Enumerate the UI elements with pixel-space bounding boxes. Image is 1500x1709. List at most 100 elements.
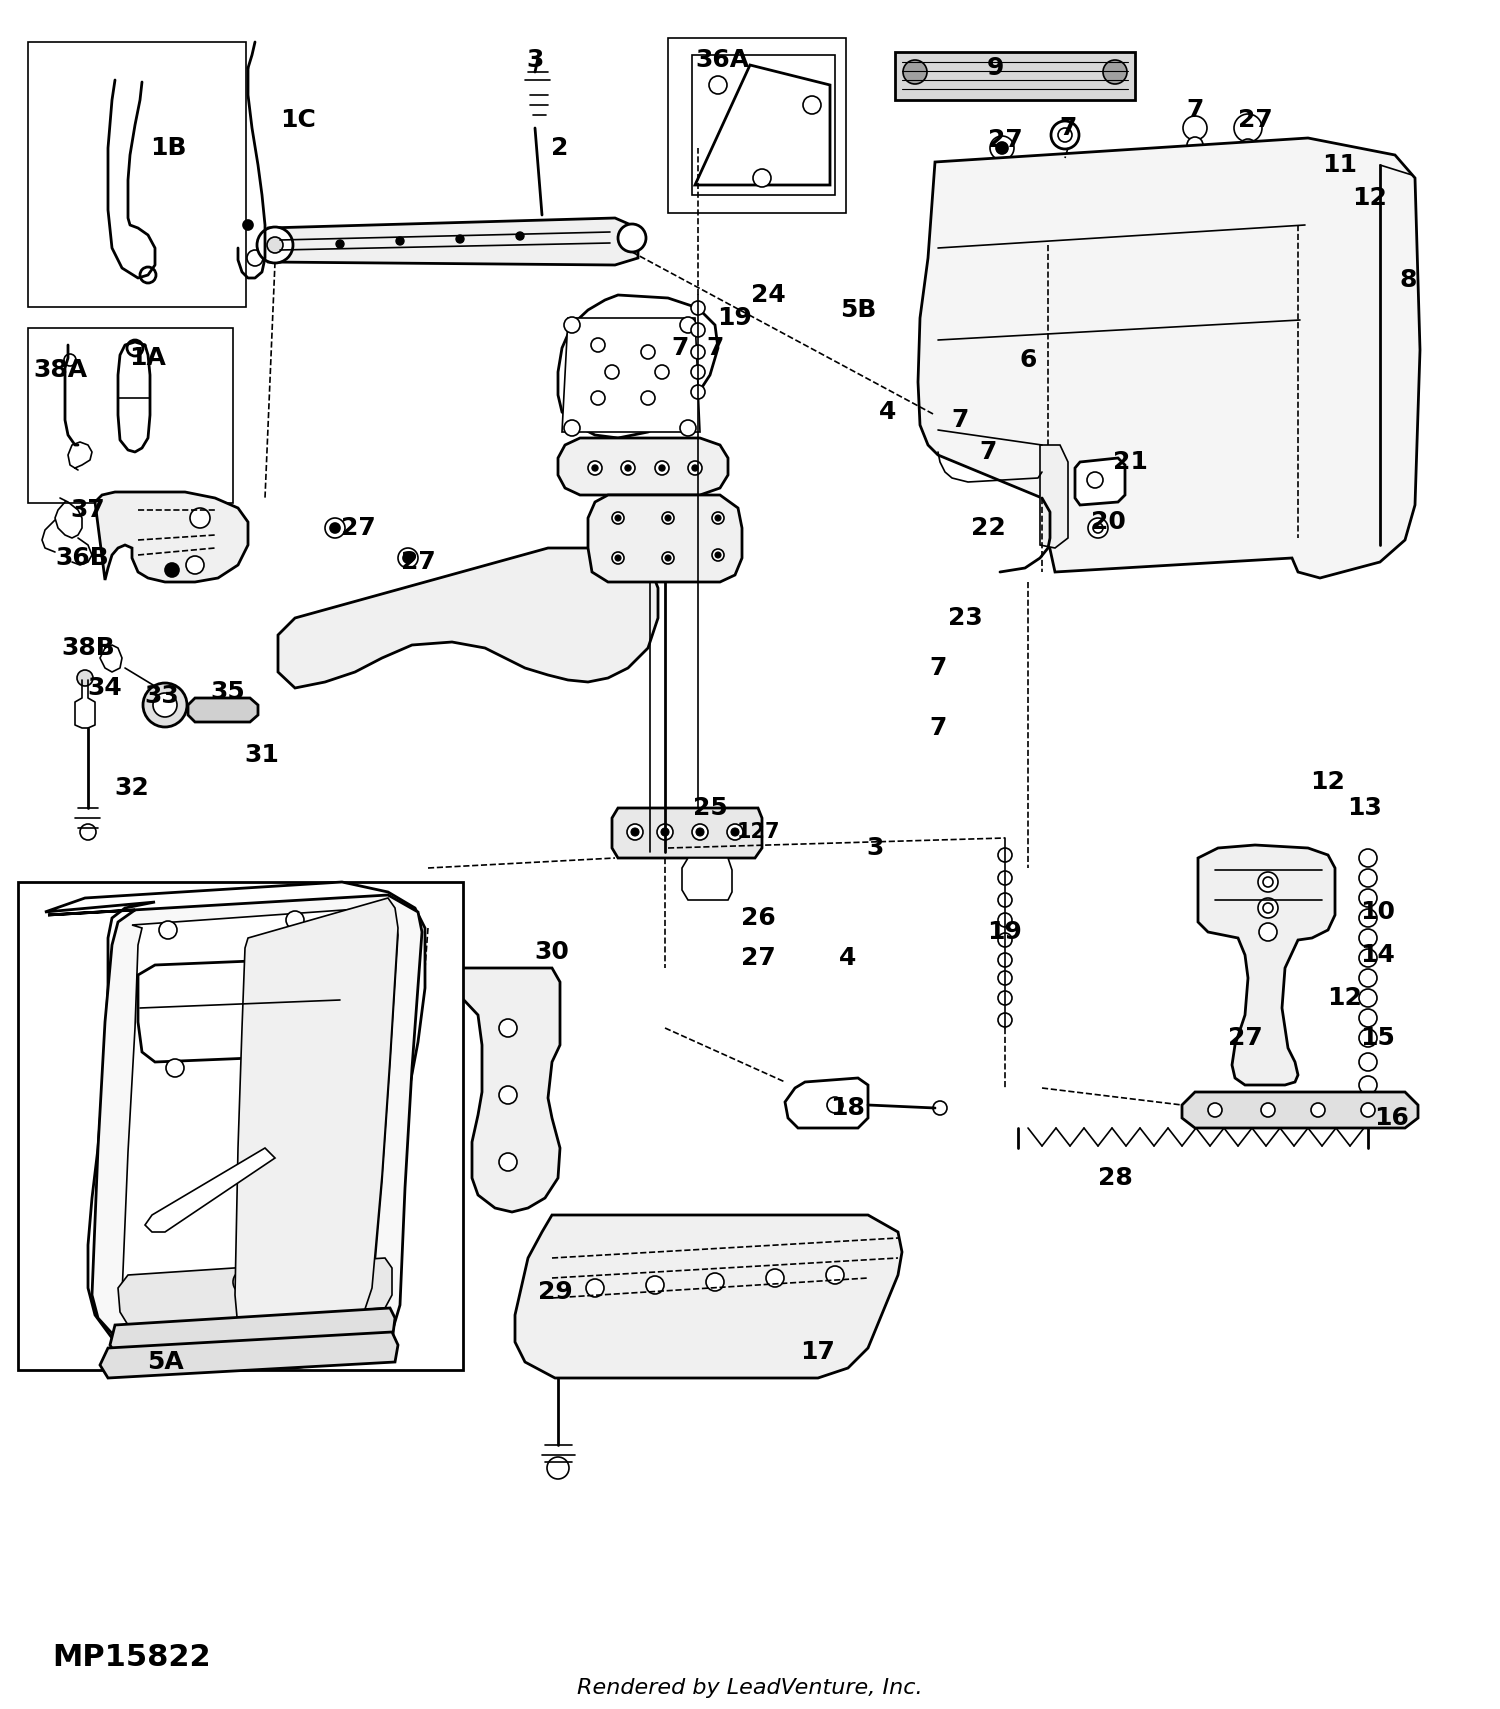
Text: 36B: 36B (56, 545, 110, 571)
Text: 7: 7 (672, 337, 688, 361)
Text: 29: 29 (537, 1280, 573, 1304)
Circle shape (998, 872, 1012, 885)
Circle shape (730, 827, 740, 836)
Circle shape (998, 971, 1012, 984)
Polygon shape (1198, 844, 1335, 1085)
Circle shape (657, 824, 674, 841)
Text: 1B: 1B (150, 137, 186, 161)
Circle shape (612, 513, 624, 525)
Circle shape (640, 345, 656, 359)
Circle shape (996, 142, 1008, 154)
Circle shape (692, 323, 705, 337)
Text: 3: 3 (526, 48, 543, 72)
Polygon shape (694, 65, 830, 185)
Polygon shape (1040, 444, 1068, 549)
Text: 27: 27 (987, 128, 1023, 152)
Circle shape (140, 267, 156, 284)
Circle shape (692, 366, 705, 379)
Circle shape (1258, 923, 1276, 942)
Text: 27: 27 (1227, 1025, 1263, 1049)
Circle shape (1328, 162, 1352, 186)
Circle shape (604, 366, 619, 379)
Text: 13: 13 (1347, 796, 1383, 820)
Circle shape (692, 824, 708, 841)
Circle shape (998, 933, 1012, 947)
Text: 38B: 38B (62, 636, 116, 660)
Polygon shape (48, 896, 422, 1362)
Circle shape (592, 465, 598, 472)
Text: 27: 27 (741, 947, 776, 971)
Polygon shape (138, 959, 340, 1061)
Text: 19: 19 (717, 306, 753, 330)
Polygon shape (94, 492, 248, 583)
Circle shape (500, 1154, 517, 1171)
Text: 27: 27 (400, 550, 435, 574)
Circle shape (1094, 523, 1102, 533)
Text: 37: 37 (70, 497, 105, 521)
Polygon shape (612, 808, 762, 858)
Circle shape (1208, 1102, 1222, 1118)
Circle shape (1359, 1053, 1377, 1072)
Circle shape (1263, 902, 1274, 913)
Polygon shape (118, 1258, 392, 1324)
Text: 26: 26 (741, 906, 776, 930)
Circle shape (626, 465, 632, 472)
Circle shape (1359, 868, 1377, 887)
Polygon shape (446, 967, 560, 1212)
Circle shape (232, 1270, 256, 1294)
Text: 17: 17 (801, 1340, 836, 1364)
Text: 14: 14 (1360, 943, 1395, 967)
Circle shape (1359, 930, 1377, 947)
Circle shape (656, 366, 669, 379)
Circle shape (662, 513, 674, 525)
Text: 5A: 5A (147, 1350, 183, 1374)
Text: 7: 7 (951, 408, 969, 432)
Circle shape (243, 220, 254, 231)
Circle shape (1359, 969, 1377, 988)
Circle shape (548, 1458, 568, 1478)
Circle shape (1359, 909, 1377, 926)
Text: 7: 7 (706, 337, 723, 361)
Text: 27: 27 (1238, 108, 1272, 132)
Polygon shape (258, 219, 638, 265)
Circle shape (753, 169, 771, 186)
Circle shape (516, 232, 524, 239)
Circle shape (267, 238, 284, 253)
Circle shape (588, 461, 602, 475)
Polygon shape (588, 496, 742, 583)
Polygon shape (1076, 458, 1125, 504)
Polygon shape (45, 882, 424, 1367)
Circle shape (303, 1270, 321, 1287)
Circle shape (640, 391, 656, 405)
Circle shape (615, 555, 621, 561)
Polygon shape (896, 51, 1136, 101)
Text: 36A: 36A (694, 48, 748, 72)
Circle shape (1088, 472, 1102, 489)
Text: 4: 4 (879, 400, 897, 424)
Circle shape (1360, 1102, 1376, 1118)
Circle shape (998, 848, 1012, 861)
Text: 38A: 38A (33, 357, 87, 383)
Text: 15: 15 (1360, 1025, 1395, 1049)
Bar (28, 328, 233, 502)
Circle shape (692, 345, 705, 359)
Circle shape (664, 514, 670, 521)
Polygon shape (558, 438, 728, 496)
Text: 5B: 5B (840, 297, 876, 321)
Text: 24: 24 (750, 284, 786, 308)
Circle shape (632, 827, 639, 836)
Text: 20: 20 (1090, 509, 1125, 533)
Text: 18: 18 (831, 1095, 866, 1119)
Circle shape (142, 684, 188, 726)
Circle shape (728, 824, 742, 841)
Text: 9: 9 (987, 56, 1004, 80)
Polygon shape (188, 697, 258, 721)
Text: 7: 7 (1059, 116, 1077, 140)
Circle shape (591, 338, 604, 352)
Circle shape (1262, 1102, 1275, 1118)
Circle shape (692, 301, 705, 314)
Circle shape (1359, 889, 1377, 907)
Text: 33: 33 (144, 684, 180, 708)
Circle shape (1263, 877, 1274, 887)
Circle shape (330, 523, 340, 533)
